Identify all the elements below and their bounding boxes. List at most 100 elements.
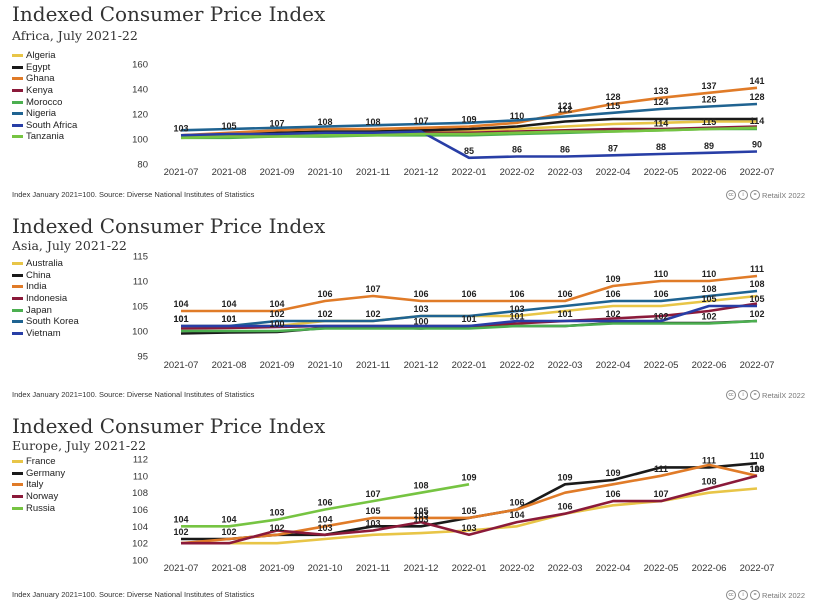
series-line-ghana	[180, 86, 758, 137]
data-label: 105	[749, 294, 764, 304]
chart-title: Indexed Consumer Price Index	[12, 214, 326, 238]
legend-label: Germany	[26, 467, 66, 479]
legend-swatch	[12, 89, 23, 93]
chart-source: Index January 2021=100. Source: Diverse …	[12, 190, 255, 199]
x-tick-label: 2021-12	[404, 563, 439, 574]
x-tick-label: 2021-10	[308, 167, 343, 178]
data-label: 88	[656, 142, 666, 152]
data-label: 110	[750, 451, 765, 461]
chart-panel-africa: Indexed Consumer Price Index Africa, Jul…	[0, 0, 815, 202]
y-tick-label: 110	[133, 471, 148, 482]
legend-item: Ghana	[12, 73, 77, 85]
series-line-norway	[181, 474, 758, 545]
legend-swatch	[12, 135, 23, 139]
data-label: 110	[702, 269, 717, 279]
data-label: 104	[173, 514, 188, 524]
legend-swatch	[12, 54, 23, 58]
legend-swatch	[12, 460, 23, 464]
data-label: 90	[752, 140, 762, 150]
y-tick-label: 104	[132, 522, 148, 533]
x-tick-label: 2022-02	[500, 563, 535, 574]
x-tick-label: 2022-02	[500, 167, 535, 178]
data-label: 108	[317, 117, 332, 127]
legend-label: France	[26, 456, 56, 468]
y-tick-label: 160	[132, 60, 148, 71]
x-tick-label: 2022-05	[644, 360, 679, 371]
data-label: 86	[560, 145, 570, 155]
chart-title: Indexed Consumer Price Index	[12, 414, 326, 438]
data-label: 103	[413, 514, 428, 524]
legend-swatch	[12, 262, 23, 266]
series-line-south-africa	[180, 130, 758, 160]
data-label: 128	[605, 92, 620, 102]
y-tick-label: 106	[132, 505, 148, 516]
legend-swatch	[12, 273, 23, 277]
legend-item: Germany	[12, 468, 65, 480]
series-line-vietnam	[181, 304, 757, 328]
data-label: 103	[173, 123, 188, 133]
data-label: 102	[317, 309, 332, 319]
series-line-nigeria	[180, 102, 758, 132]
brand-label: RetailX 2022	[762, 590, 805, 600]
chart-subtitle: Europe, July 2021-22	[12, 438, 147, 453]
y-tick-label: 80	[137, 160, 148, 171]
data-label: 103	[317, 523, 332, 533]
y-tick-label: 100	[132, 327, 148, 338]
legend-swatch	[12, 483, 23, 487]
legend-swatch	[12, 77, 23, 81]
data-label: 103	[365, 519, 380, 529]
legend-item: South Korea	[12, 316, 79, 328]
brand-label: RetailX 2022	[762, 190, 805, 200]
x-tick-label: 2021-11	[356, 563, 390, 574]
legend-item: France	[12, 456, 65, 468]
data-label: 107	[413, 116, 428, 126]
data-label: 101	[461, 314, 476, 324]
legend-swatch	[12, 123, 23, 127]
legend-item: South Africa	[12, 120, 77, 132]
series-line-russia	[181, 483, 470, 528]
x-tick-label: 2022-01	[452, 360, 487, 371]
x-tick-label: 2021-09	[260, 563, 295, 574]
legend-label: Australia	[26, 258, 63, 270]
legend-swatch	[12, 320, 23, 324]
x-tick-label: 2022-07	[740, 167, 775, 178]
series-line-tanzania	[180, 126, 758, 140]
legend-label: Nigeria	[26, 108, 57, 120]
data-label: 102	[365, 309, 380, 319]
x-tick-label: 2021-08	[212, 563, 247, 574]
data-label: 102	[269, 523, 284, 533]
legend-item: Japan	[12, 304, 79, 316]
by-icon: i	[738, 390, 749, 400]
chart-plot-africa: 80 100 120 140 160 2021-07 2021-08 2021-09 2021-…	[132, 60, 775, 179]
data-label: 102	[173, 527, 188, 537]
legend-label: Russia	[26, 502, 56, 514]
legend-label: Norway	[26, 491, 59, 503]
legend-swatch	[12, 495, 23, 499]
data-label: 107	[653, 489, 668, 499]
legend-item: Nigeria	[12, 108, 77, 120]
y-tick-label: 112	[133, 455, 148, 466]
data-label: 104	[317, 514, 332, 524]
data-label: 106	[605, 289, 620, 299]
legend-item: Tanzania	[12, 131, 77, 143]
series-line-japan	[181, 319, 758, 333]
legend-swatch	[12, 331, 23, 335]
data-label: 133	[653, 86, 668, 96]
series-line-italy	[180, 463, 758, 545]
data-label: 110	[750, 464, 765, 474]
data-label: 103	[509, 304, 524, 314]
data-label: 128	[749, 92, 764, 102]
legend-item: Egypt	[12, 62, 77, 74]
data-label: 108	[749, 464, 764, 474]
data-label: 106	[509, 498, 524, 508]
data-label: 105	[413, 506, 428, 516]
chart-legend: France Germany Italy Norway Russia	[12, 456, 65, 514]
data-label: 110	[510, 111, 525, 121]
legend-label: Ghana	[26, 73, 55, 85]
legend-item: Morocco	[12, 96, 77, 108]
series-line-india	[181, 274, 758, 313]
y-tick-label: 100	[132, 556, 148, 567]
data-label: 105	[701, 294, 716, 304]
data-label: 109	[605, 468, 620, 478]
